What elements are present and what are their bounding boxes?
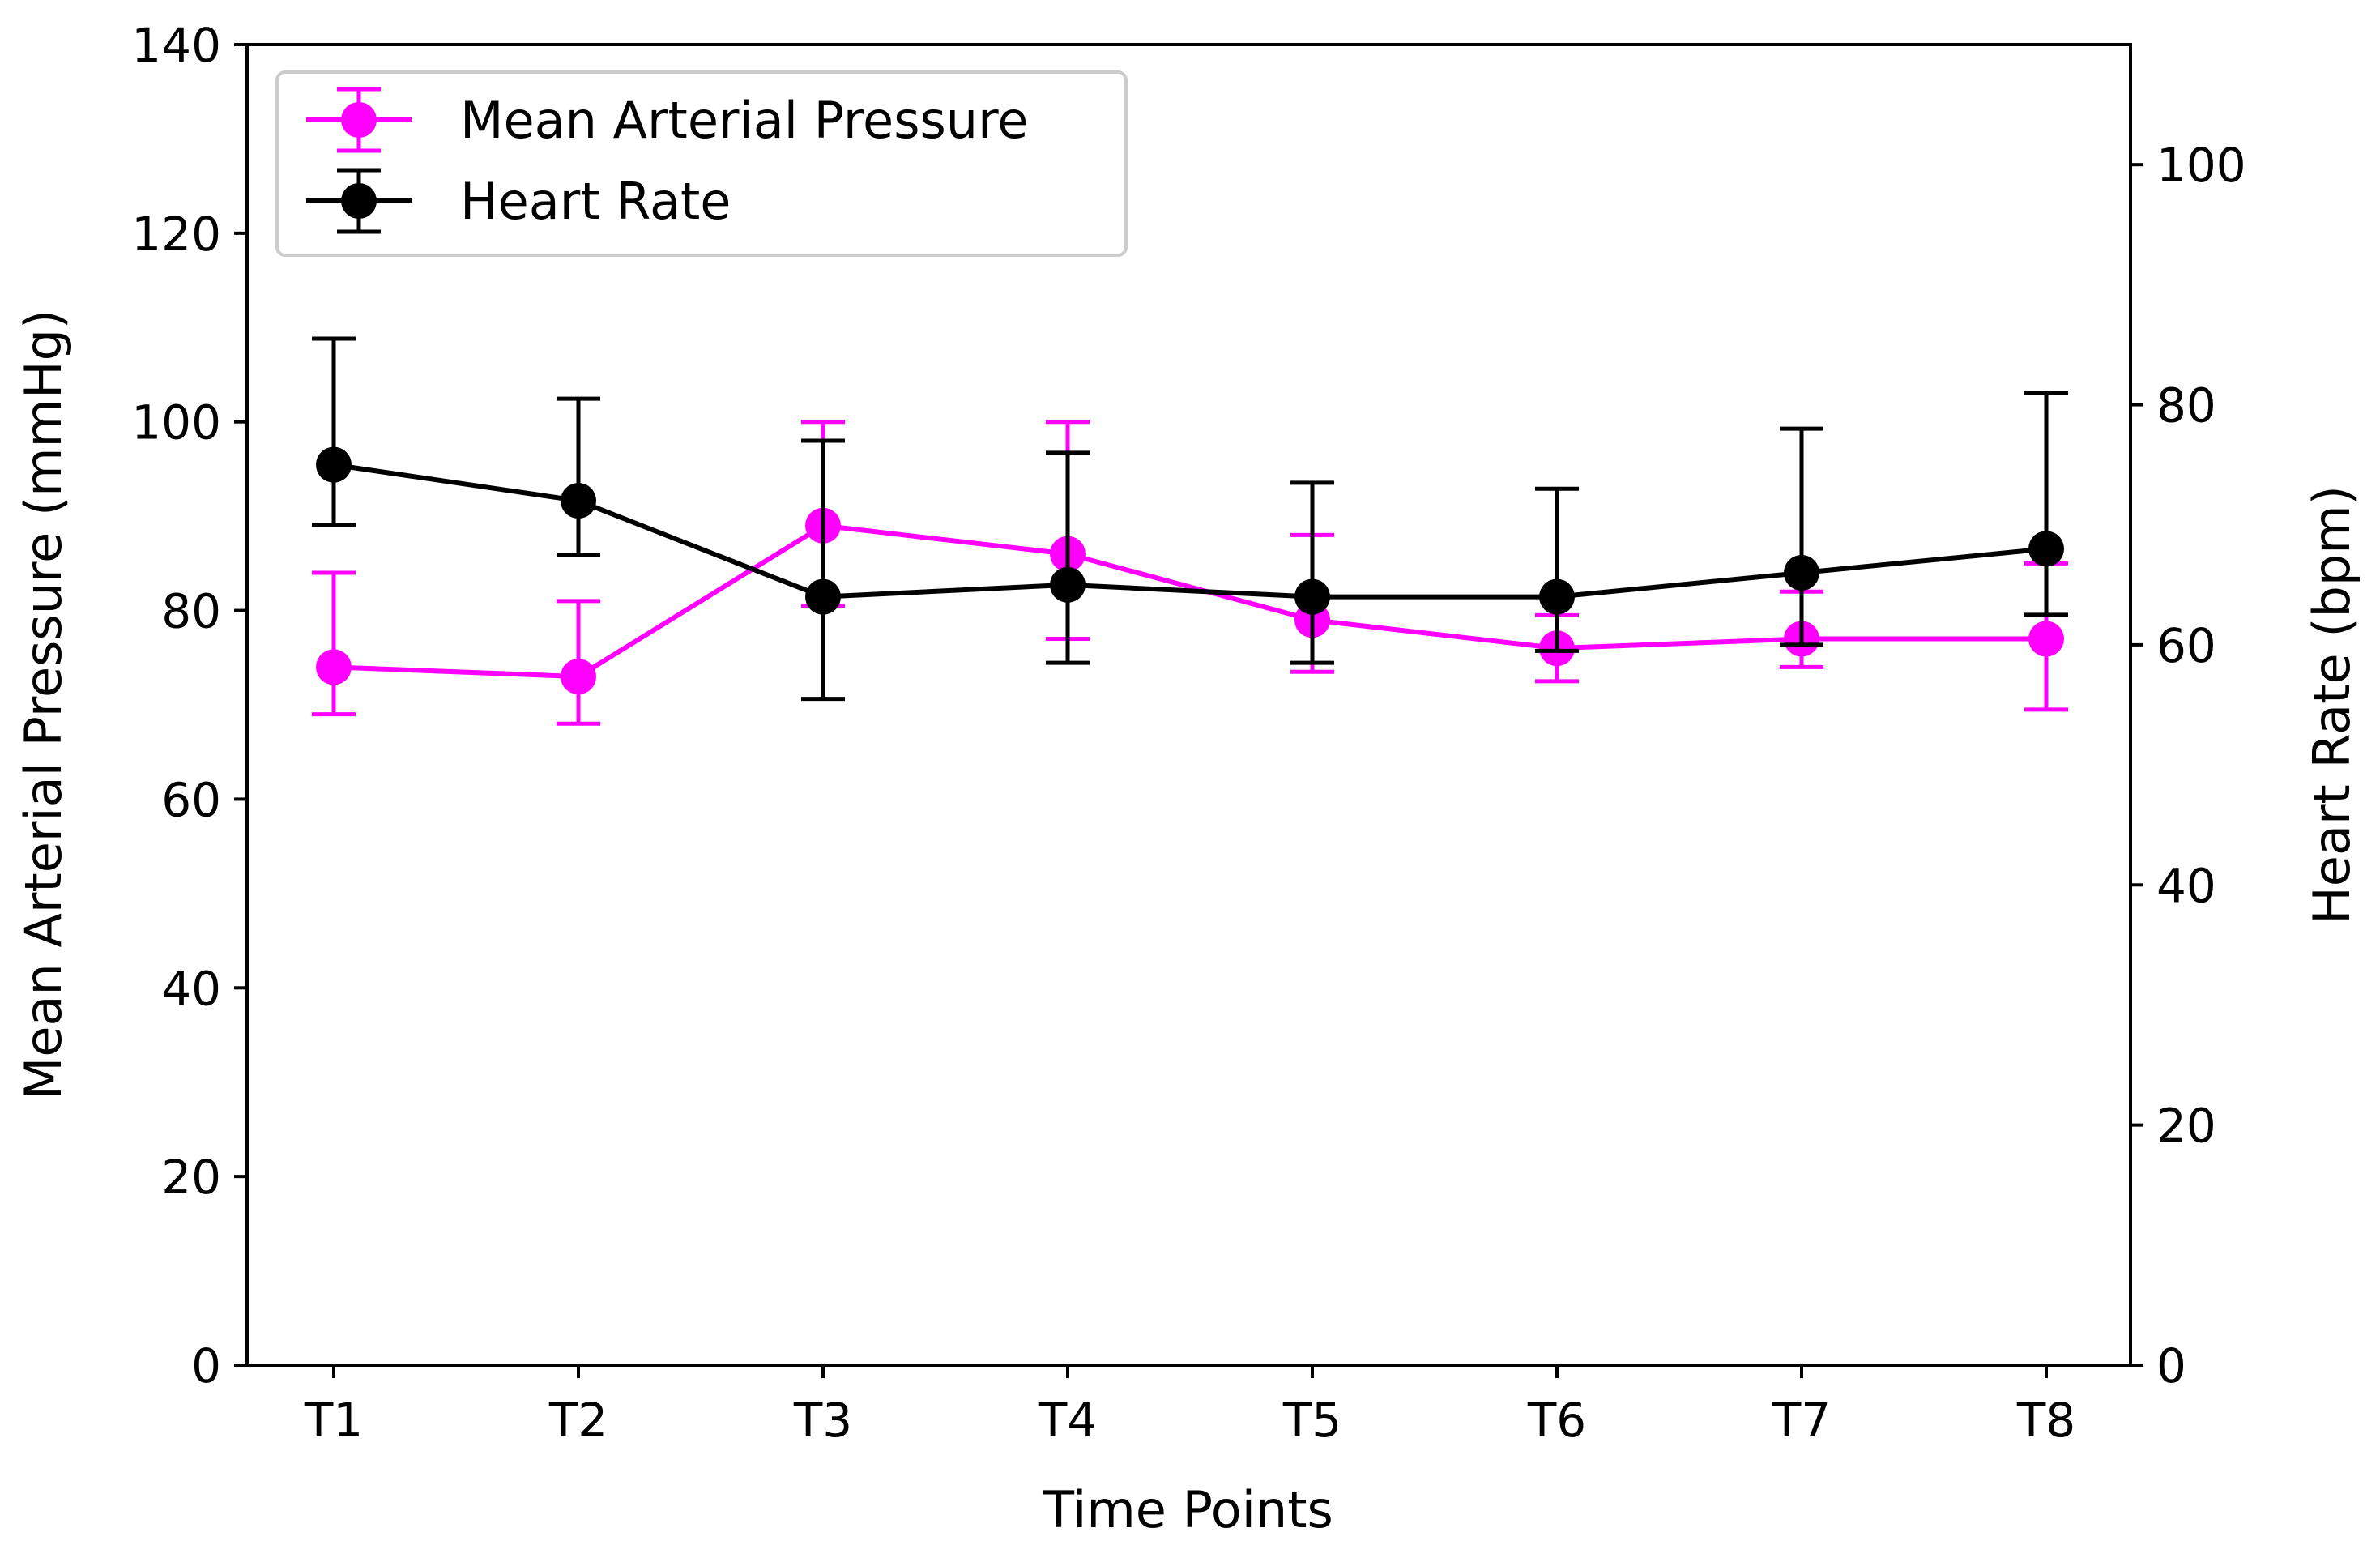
x-tick-label: T5: [1282, 1393, 1341, 1448]
heart-rate-point: [316, 446, 352, 483]
mean-arterial-pressure-line: [333, 523, 2046, 680]
legend-entry-mean-arterial-pressure: Mean Arterial Pressure: [306, 87, 1028, 153]
heart-rate-point: [1294, 578, 1330, 615]
y-left-tick-label: 0: [191, 1338, 221, 1393]
legend-label: Heart Rate: [460, 172, 731, 231]
y-right-tick-label: 20: [2156, 1099, 2216, 1154]
chart-axes: T1 T2 T3 T4 T5 T6 T7 T8 0 20 40 60 80 100 120 140 0 20 40 6…: [131, 18, 2246, 1448]
x-tick-label: T2: [548, 1393, 608, 1448]
x-tick-label: T7: [1772, 1393, 1831, 1448]
x-tick-label: T1: [304, 1393, 363, 1448]
y-left-tick-label: 60: [161, 772, 221, 827]
x-tick-label: T8: [2016, 1393, 2075, 1448]
heart-rate-point: [805, 578, 841, 615]
y-left-tick-label: 100: [131, 395, 221, 450]
heart-rate-point: [561, 483, 596, 519]
y-right-tick-label: 60: [2156, 618, 2216, 673]
y-left-tick-label: 80: [161, 584, 221, 639]
chart-marks: [312, 336, 2068, 726]
mean-arterial-pressure-point: [2028, 621, 2064, 657]
heart-rate-line: [333, 462, 2047, 600]
y-left-tick-label: 120: [131, 207, 221, 262]
heart-rate-point: [2028, 531, 2064, 567]
legend-box: [275, 70, 1128, 257]
heart-rate-series: [312, 336, 2068, 702]
x-tick-label: T6: [1527, 1393, 1586, 1448]
x-axis-title: Time Points: [1043, 1480, 1333, 1539]
heart-rate-point: [1539, 578, 1575, 615]
y-right-tick-label: 0: [2156, 1338, 2186, 1393]
y-axis-left-title: Mean Arterial Pressure (mmHg): [14, 309, 73, 1100]
y-axis-right-title: Heart Rate (bpm): [2302, 485, 2361, 924]
mean-arterial-pressure-point: [561, 659, 596, 695]
y-right-tick-label: 40: [2156, 858, 2216, 913]
x-tick-label: T4: [1038, 1393, 1097, 1448]
y-right-tick-label: 100: [2156, 138, 2246, 193]
legend-swatch-marker: [341, 183, 377, 219]
legend-swatch-marker: [341, 102, 377, 138]
y-left-tick-label: 140: [131, 18, 221, 73]
heart-rate-point: [1784, 555, 1819, 591]
legend-entry-heart-rate: Heart Rate: [306, 168, 731, 234]
plot-frame: [245, 43, 2132, 1367]
mean-arterial-pressure-point: [316, 649, 352, 685]
y-right-tick-label: 80: [2156, 378, 2216, 433]
y-left-tick-label: 20: [161, 1150, 221, 1205]
legend-label: Mean Arterial Pressure: [460, 91, 1028, 150]
plot-area: [247, 45, 2130, 1365]
x-tick-label: T3: [793, 1393, 852, 1448]
y-left-tick-label: 40: [161, 961, 221, 1016]
heart-rate-point: [1050, 566, 1086, 603]
legend: Mean Arterial Pressure Heart Rate: [275, 70, 1128, 257]
